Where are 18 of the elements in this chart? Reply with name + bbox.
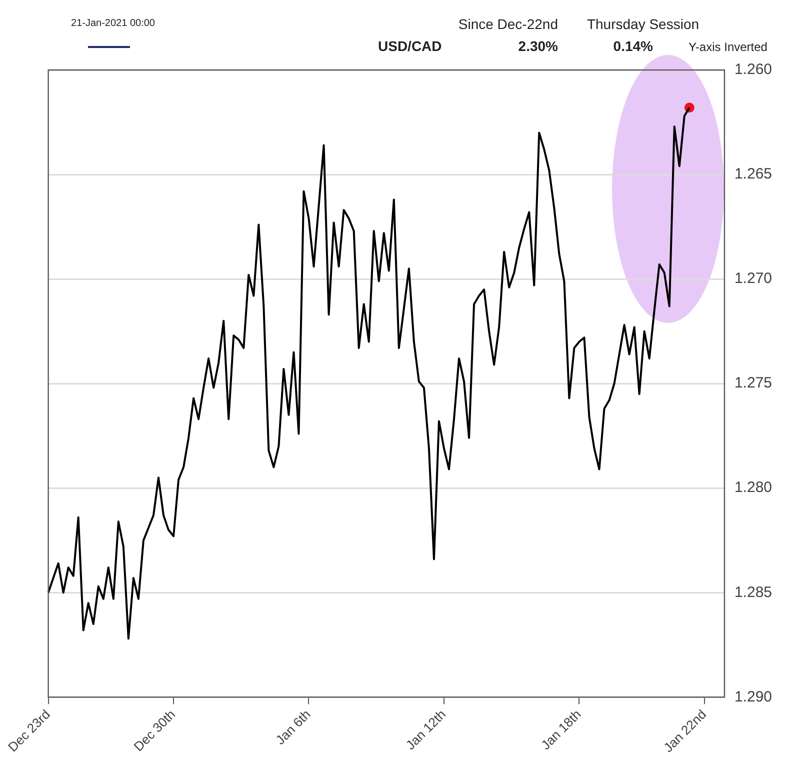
y-tick-label: 1.275 — [734, 374, 772, 392]
text: 21-Jan-2021 00:00 — [70, 18, 156, 29]
text: Y-axis Inverted — [688, 40, 768, 54]
text: Since Dec-22nd — [457, 16, 558, 32]
x-tick-label: Jan 6th — [272, 706, 314, 748]
text: 2.30% — [517, 38, 558, 54]
x-tick-label: Dec 30th — [130, 706, 178, 754]
y-tick-label: 1.290 — [734, 688, 772, 706]
y-tick-label: 1.285 — [734, 584, 772, 601]
x-tick-label: Jan 18th — [538, 706, 584, 753]
text: 0.14% — [612, 38, 653, 54]
x-tick-label: Jan 12th — [402, 706, 449, 753]
text: Thursday Session — [586, 16, 700, 32]
y-tick-label: 1.260 — [734, 61, 772, 78]
text: USD/CAD — [378, 38, 443, 54]
y-tick-label: 1.280 — [734, 479, 772, 496]
y-tick-label: 1.265 — [734, 166, 772, 183]
y-tick-label: 1.270 — [734, 270, 772, 288]
